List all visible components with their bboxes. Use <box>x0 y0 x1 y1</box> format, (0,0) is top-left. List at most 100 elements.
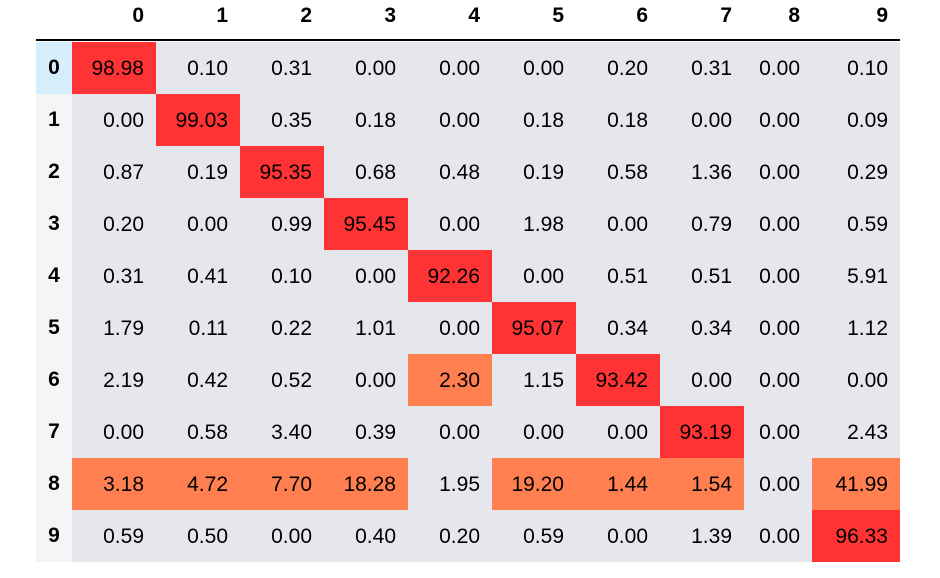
matrix-cell-r5-c1: 0.11 <box>156 302 240 354</box>
matrix-cell-r1-c7: 0.00 <box>660 94 744 146</box>
matrix-cell-r4-c4: 92.26 <box>408 250 492 302</box>
matrix-cell-r6-c4: 2.30 <box>408 354 492 406</box>
matrix-cell-r3-c7: 0.79 <box>660 198 744 250</box>
matrix-cell-r3-c2: 0.99 <box>240 198 324 250</box>
matrix-cell-r4-c1: 0.41 <box>156 250 240 302</box>
column-header-1: 1 <box>216 4 228 27</box>
matrix-cell-r2-c7: 1.36 <box>660 146 744 198</box>
row-header-2: 2 <box>36 146 72 198</box>
matrix-cell-r1-c0: 0.00 <box>72 94 156 146</box>
matrix-cell-r6-c0: 2.19 <box>72 354 156 406</box>
row-header-4: 4 <box>36 250 72 302</box>
matrix-cell-r7-c1: 0.58 <box>156 406 240 458</box>
matrix-cell-r1-c2: 0.35 <box>240 94 324 146</box>
matrix-cell-r6-c7: 0.00 <box>660 354 744 406</box>
column-header-0: 0 <box>132 4 144 27</box>
matrix-cell-r8-c1: 4.72 <box>156 458 240 510</box>
matrix-cell-r4-c6: 0.51 <box>576 250 660 302</box>
matrix-cell-r8-c7: 1.54 <box>660 458 744 510</box>
matrix-cell-r9-c5: 0.59 <box>492 510 576 562</box>
matrix-cell-r5-c8: 0.00 <box>744 302 812 354</box>
matrix-cell-r8-c3: 18.28 <box>324 458 408 510</box>
matrix-cell-r7-c4: 0.00 <box>408 406 492 458</box>
matrix-cell-r3-c9: 0.59 <box>812 198 900 250</box>
matrix-cell-r1-c9: 0.09 <box>812 94 900 146</box>
matrix-cell-r9-c0: 0.59 <box>72 510 156 562</box>
matrix-cell-r3-c4: 0.00 <box>408 198 492 250</box>
column-header-9: 9 <box>876 4 888 27</box>
matrix-cell-r4-c7: 0.51 <box>660 250 744 302</box>
row-header-7: 7 <box>36 406 72 458</box>
column-header-4: 4 <box>468 4 480 27</box>
matrix-cell-r2-c4: 0.48 <box>408 146 492 198</box>
matrix-cell-r5-c7: 0.34 <box>660 302 744 354</box>
matrix-cell-r9-c2: 0.00 <box>240 510 324 562</box>
matrix-cell-r7-c7: 93.19 <box>660 406 744 458</box>
matrix-cell-r4-c5: 0.00 <box>492 250 576 302</box>
matrix-cell-r6-c1: 0.42 <box>156 354 240 406</box>
matrix-cell-r3-c6: 0.00 <box>576 198 660 250</box>
matrix-cell-r6-c8: 0.00 <box>744 354 812 406</box>
matrix-cell-r3-c8: 0.00 <box>744 198 812 250</box>
column-header-5: 5 <box>552 4 564 27</box>
matrix-cell-r1-c8: 0.00 <box>744 94 812 146</box>
row-header-3: 3 <box>36 198 72 250</box>
matrix-cell-r4-c8: 0.00 <box>744 250 812 302</box>
matrix-cell-r7-c3: 0.39 <box>324 406 408 458</box>
matrix-cell-r0-c7: 0.31 <box>660 42 744 94</box>
matrix-cell-r4-c2: 0.10 <box>240 250 324 302</box>
matrix-cell-r1-c1: 99.03 <box>156 94 240 146</box>
matrix-cell-r6-c6: 93.42 <box>576 354 660 406</box>
matrix-cell-r7-c8: 0.00 <box>744 406 812 458</box>
matrix-cell-r0-c9: 0.10 <box>812 42 900 94</box>
matrix-cell-r6-c3: 0.00 <box>324 354 408 406</box>
matrix-cell-r2-c9: 0.29 <box>812 146 900 198</box>
matrix-cell-r7-c5: 0.00 <box>492 406 576 458</box>
matrix-cell-r2-c8: 0.00 <box>744 146 812 198</box>
matrix-cell-r0-c4: 0.00 <box>408 42 492 94</box>
matrix-cell-r6-c9: 0.00 <box>812 354 900 406</box>
matrix-cell-r1-c4: 0.00 <box>408 94 492 146</box>
column-header-7: 7 <box>720 4 732 27</box>
row-header-5: 5 <box>36 302 72 354</box>
matrix-cell-r7-c2: 3.40 <box>240 406 324 458</box>
matrix-cell-r8-c2: 7.70 <box>240 458 324 510</box>
column-header-6: 6 <box>636 4 648 27</box>
matrix-cell-r2-c1: 0.19 <box>156 146 240 198</box>
matrix-cell-r2-c5: 0.19 <box>492 146 576 198</box>
matrix-cell-r0-c0: 98.98 <box>72 42 156 94</box>
matrix-cell-r8-c6: 1.44 <box>576 458 660 510</box>
matrix-cell-r9-c9: 96.33 <box>812 510 900 562</box>
matrix-cell-r9-c1: 0.50 <box>156 510 240 562</box>
matrix-cell-r4-c9: 5.91 <box>812 250 900 302</box>
matrix-cell-r5-c2: 0.22 <box>240 302 324 354</box>
matrix-cell-r4-c3: 0.00 <box>324 250 408 302</box>
matrix-cell-r1-c5: 0.18 <box>492 94 576 146</box>
matrix-cell-r9-c8: 0.00 <box>744 510 812 562</box>
matrix-cell-r0-c1: 0.10 <box>156 42 240 94</box>
matrix-cell-r6-c2: 0.52 <box>240 354 324 406</box>
matrix-cell-r9-c4: 0.20 <box>408 510 492 562</box>
matrix-cell-r5-c5: 95.07 <box>492 302 576 354</box>
matrix-cell-r2-c3: 0.68 <box>324 146 408 198</box>
matrix-cell-r0-c6: 0.20 <box>576 42 660 94</box>
column-header-8: 8 <box>788 4 800 27</box>
matrix-cell-r0-c3: 0.00 <box>324 42 408 94</box>
matrix-cell-r2-c6: 0.58 <box>576 146 660 198</box>
row-header-1: 1 <box>36 94 72 146</box>
matrix-cell-r8-c5: 19.20 <box>492 458 576 510</box>
matrix-cell-r3-c0: 0.20 <box>72 198 156 250</box>
matrix-cell-r3-c5: 1.98 <box>492 198 576 250</box>
matrix-cell-r2-c0: 0.87 <box>72 146 156 198</box>
matrix-cell-r8-c4: 1.95 <box>408 458 492 510</box>
matrix-cell-r6-c5: 1.15 <box>492 354 576 406</box>
matrix-cell-r7-c0: 0.00 <box>72 406 156 458</box>
matrix-cell-r9-c7: 1.39 <box>660 510 744 562</box>
matrix-cell-r8-c9: 41.99 <box>812 458 900 510</box>
column-header-3: 3 <box>384 4 396 27</box>
matrix-cell-r0-c5: 0.00 <box>492 42 576 94</box>
row-header-9: 9 <box>36 510 72 562</box>
column-header-2: 2 <box>300 4 312 27</box>
header-rule <box>36 39 900 41</box>
